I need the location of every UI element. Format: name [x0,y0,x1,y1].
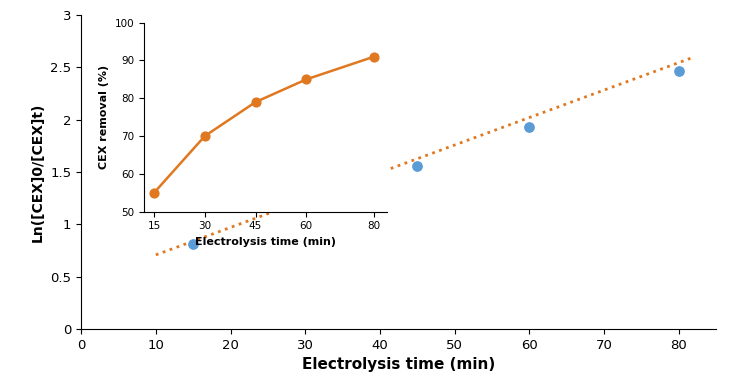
Point [337,199,348,205]
Point [249,99,261,105]
Point [300,201,311,208]
Y-axis label: Ln([CEX]0/[CEX]t): Ln([CEX]0/[CEX]t) [31,102,45,242]
Point [523,124,535,130]
X-axis label: Electrolysis time (min): Electrolysis time (min) [302,357,495,372]
Point [199,133,211,139]
Point [148,190,160,196]
X-axis label: Electrolysis time (min): Electrolysis time (min) [195,237,337,247]
Point [300,76,312,82]
Point [187,241,199,247]
Y-axis label: CEX removal (%): CEX removal (%) [99,65,109,169]
Point [368,54,380,60]
Point [672,68,684,74]
Point [247,203,259,209]
Point [411,163,423,169]
